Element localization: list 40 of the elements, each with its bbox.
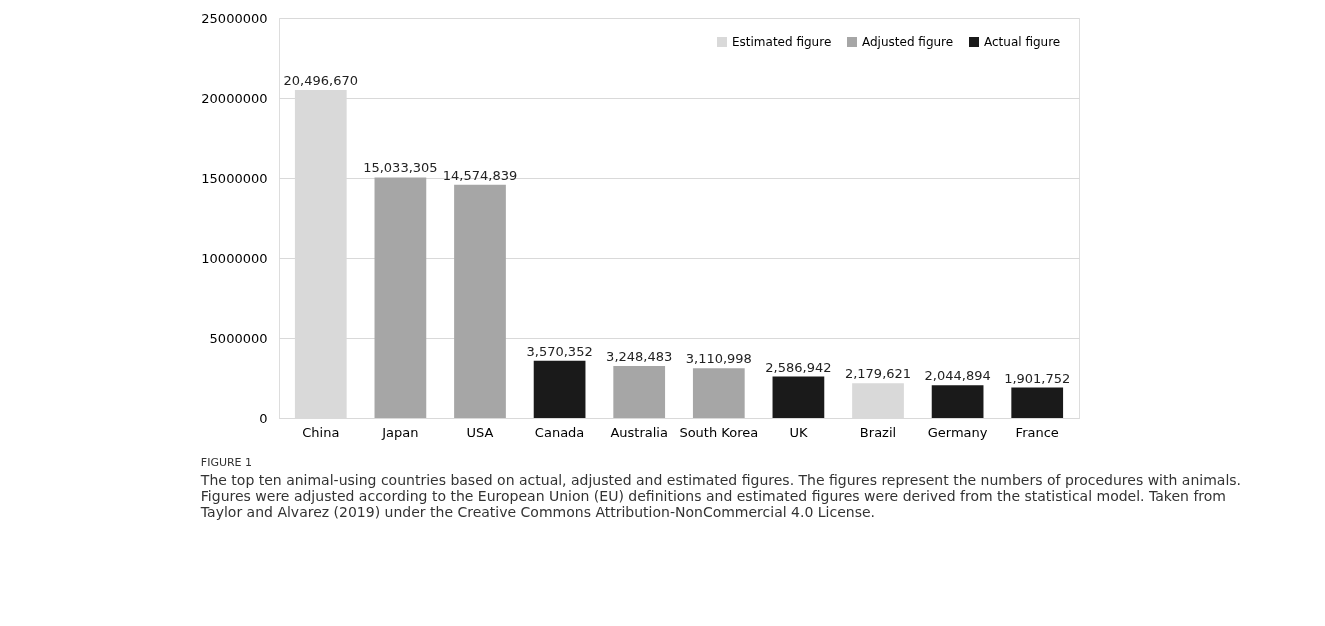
data-label: 3,248,483 xyxy=(606,349,673,365)
data-label: 2,586,942 xyxy=(765,359,832,375)
y-tick-label: 5000000 xyxy=(209,330,268,346)
y-tick-label: 15000000 xyxy=(201,170,268,186)
x-tick-label: Germany xyxy=(927,424,988,440)
data-label: 3,570,352 xyxy=(526,343,593,359)
caption: FIGURE 1 xyxy=(200,456,253,469)
legend-label: Actual figure xyxy=(984,35,1061,49)
y-tick-label: 25000000 xyxy=(201,10,268,26)
bar xyxy=(772,376,825,418)
data-label: 20,496,670 xyxy=(283,73,359,89)
data-label: 3,110,998 xyxy=(685,351,752,367)
bar xyxy=(931,385,984,418)
bar xyxy=(852,383,904,418)
text: The top ten animal-using countries based on actual, adjusted and estimated figures. The figures represent the numbers of procedures with animals. Figures were adjusted according to the European Union (EU) definitions and estimated figures were derived from the statistical model. Taken from Taylor and Alvarez (2019) under the Creative Commons Attribution-NonCommercial 4.0 License. xyxy=(199,472,1242,520)
y-tick-label: 0 xyxy=(259,410,268,426)
bar xyxy=(454,184,506,418)
x-tick-label: Australia xyxy=(610,424,668,440)
x-tick-label: France xyxy=(1015,424,1059,440)
x-tick-label: UK xyxy=(789,424,808,440)
data-label: 1,901,752 xyxy=(1004,370,1071,386)
legend-label: Estimated figure xyxy=(732,35,832,49)
x-tick-label: China xyxy=(302,424,340,440)
legend-label: Adjusted figure xyxy=(862,35,954,49)
bar xyxy=(374,177,427,418)
x-tick-label: Japan xyxy=(381,424,419,440)
bar xyxy=(1011,387,1064,418)
x-tick-label: Canada xyxy=(534,424,585,440)
data-label: 14,574,839 xyxy=(442,167,518,183)
x-tick-label: South Korea xyxy=(679,424,759,440)
bar xyxy=(692,368,745,418)
data-label: 2,044,894 xyxy=(924,368,991,384)
y-tick-label: 20000000 xyxy=(201,90,268,106)
x-tick-label: USA xyxy=(466,424,494,440)
x-tick-label: Brazil xyxy=(859,424,897,440)
bar xyxy=(613,366,666,418)
y-tick-label: 10000000 xyxy=(201,250,268,266)
data-label: 2,179,621 xyxy=(844,366,912,382)
data-label: 15,033,305 xyxy=(363,160,438,176)
bar xyxy=(533,360,586,418)
